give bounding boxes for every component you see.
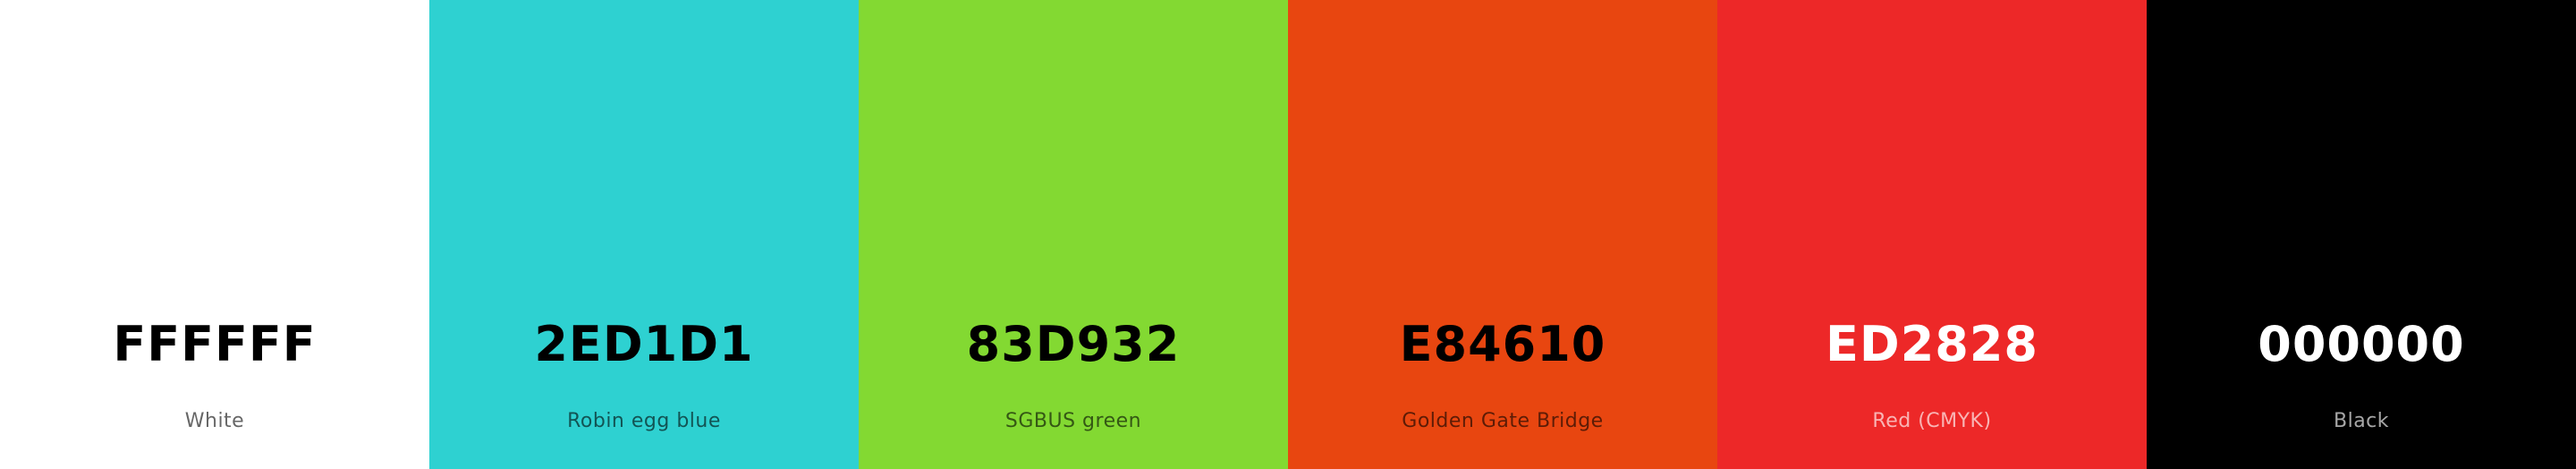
swatch-robin-egg-blue[interactable]: 2ED1D1 Robin egg blue [429, 0, 859, 469]
swatch-golden-gate-bridge[interactable]: E84610 Golden Gate Bridge [1288, 0, 1717, 469]
swatch-hex-code: FFFFFF [113, 316, 317, 372]
swatch-black[interactable]: 000000 Black [2147, 0, 2576, 469]
swatch-color-name: White [184, 410, 245, 432]
swatch-white[interactable]: FFFFFF White [0, 0, 429, 469]
swatch-hex-code: 83D932 [966, 316, 1181, 372]
swatch-color-name: Golden Gate Bridge [1402, 410, 1604, 432]
swatch-color-name: SGBUS green [1004, 410, 1142, 432]
swatch-hex-code: 2ED1D1 [534, 316, 754, 372]
swatch-hex-code: 000000 [2258, 316, 2465, 372]
swatch-color-name: Robin egg blue [567, 410, 721, 432]
swatch-red-cmyk[interactable]: ED2828 Red (CMYK) [1717, 0, 2147, 469]
swatch-sgbus-green[interactable]: 83D932 SGBUS green [859, 0, 1288, 469]
swatch-color-name: Black [2333, 410, 2390, 432]
swatch-hex-code: ED2828 [1825, 316, 2038, 372]
swatch-hex-code: E84610 [1399, 316, 1606, 372]
swatch-color-name: Red (CMYK) [1872, 410, 1992, 432]
